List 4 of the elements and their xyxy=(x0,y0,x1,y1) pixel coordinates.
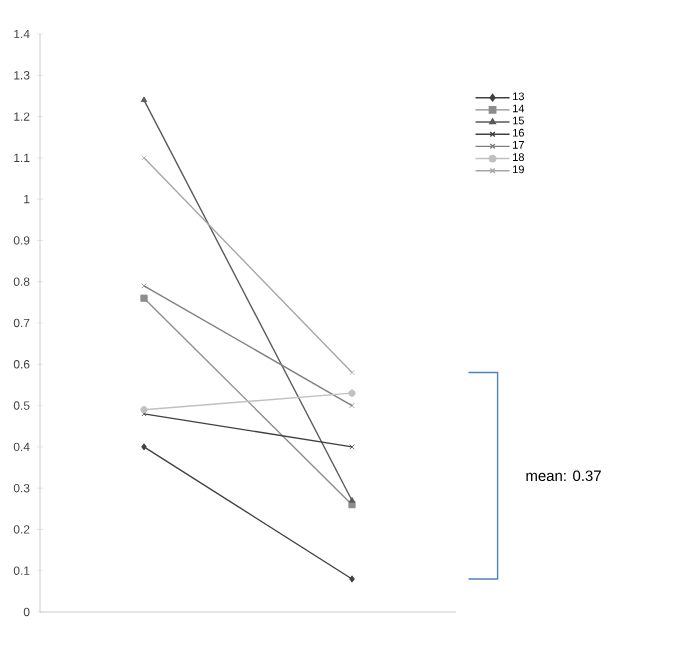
point xyxy=(141,443,147,451)
point xyxy=(349,575,355,583)
point xyxy=(140,294,148,302)
point xyxy=(348,389,356,397)
